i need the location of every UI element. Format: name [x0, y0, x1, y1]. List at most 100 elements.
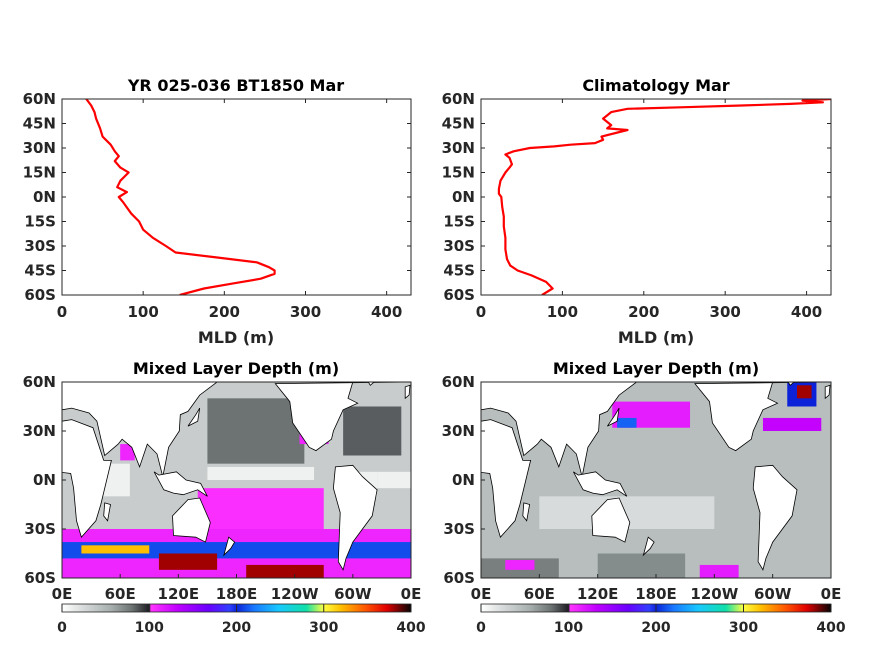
line-series	[497, 99, 831, 295]
heatmap-cell	[120, 444, 135, 461]
continent	[172, 497, 211, 543]
continent	[367, 382, 375, 386]
y-tick-label: 15S	[443, 213, 475, 231]
colorbar-tick-label: 200	[641, 620, 670, 636]
colorbar-tick-label: 300	[729, 620, 758, 636]
continent	[223, 536, 236, 557]
y-tick-label: 30S	[443, 237, 475, 255]
x-tick-label: 180E	[635, 585, 677, 603]
colorbar-tick-label: 400	[396, 620, 425, 636]
y-tick-label: 30N	[442, 139, 475, 157]
x-tick-label: 0	[57, 303, 67, 321]
continent	[642, 536, 655, 557]
y-tick-label: 60S	[24, 286, 56, 304]
heatmap-cell	[207, 466, 315, 480]
x-axis-label: MLD (m)	[198, 328, 274, 347]
heatmap-cell	[597, 553, 686, 578]
continent	[404, 384, 411, 400]
x-tick-label: 120W	[271, 585, 319, 603]
continent	[103, 502, 111, 522]
continent	[787, 382, 795, 386]
heatmap-cell	[796, 385, 812, 399]
x-tick-label: 0E	[821, 585, 842, 603]
colorbar-tick-label: 0	[57, 620, 67, 636]
continent	[607, 407, 620, 427]
heatmap-cell	[505, 560, 535, 570]
heatmap-cell	[617, 417, 637, 428]
x-tick-label: 60W	[754, 585, 792, 603]
x-tick-label: 400	[371, 303, 402, 321]
land-mask	[62, 382, 411, 571]
y-tick-label: 60S	[24, 569, 56, 587]
x-tick-label: 60W	[334, 585, 372, 603]
y-tick-label: 15N	[442, 164, 475, 182]
mld-line	[497, 99, 831, 295]
heatmap-cell	[377, 471, 411, 489]
continent	[332, 464, 378, 571]
continent	[824, 384, 831, 400]
y-tick-label: 45N	[23, 115, 56, 133]
chart-title: Mixed Layer Depth (m)	[553, 359, 759, 378]
chart-title: Mixed Layer Depth (m)	[133, 359, 339, 378]
x-tick-label: 400	[791, 303, 822, 321]
y-tick-label: 60N	[23, 90, 56, 108]
continent	[573, 471, 628, 497]
colorbar: 0 100 200 300 400	[57, 603, 426, 636]
y-tick-label: 0N	[452, 188, 475, 206]
x-tick-label: 180E	[216, 585, 258, 603]
y-tick-label: 30S	[24, 237, 56, 255]
land-mask	[481, 382, 831, 571]
continent	[274, 382, 411, 452]
y-tick-label: 60N	[442, 90, 475, 108]
colorbar-tick-label: 0	[476, 620, 486, 636]
x-tick-label: 60E	[524, 585, 555, 603]
continent	[591, 497, 631, 543]
heatmap-cell	[762, 417, 822, 431]
x-tick-label: 120W	[690, 585, 738, 603]
axes-frame	[61, 98, 412, 296]
x-tick-label: 0	[476, 303, 486, 321]
y-tick-label: 0N	[33, 188, 56, 206]
x-tick-label: 200	[209, 303, 240, 321]
colorbar-tick-label: 400	[816, 620, 845, 636]
y-tick-label: 30N	[23, 422, 56, 440]
x-tick-label: 100	[547, 303, 578, 321]
continent	[187, 407, 201, 427]
x-tick-label: 0E	[401, 585, 422, 603]
y-tick-label: 30S	[443, 520, 475, 538]
x-tick-label: 300	[290, 303, 321, 321]
colorbar-tick-label: 200	[222, 620, 251, 636]
heatmap-cell	[246, 564, 324, 578]
axes-frame	[480, 98, 832, 296]
y-tick-label: 60N	[442, 373, 475, 391]
chart-title: YR 025-036 BT1850 Mar	[127, 76, 344, 95]
y-tick-label: 30N	[23, 139, 56, 157]
continent	[752, 464, 798, 571]
heatmap-cell	[158, 553, 218, 570]
chart-title: Climatology Mar	[582, 76, 729, 95]
x-tick-label: 0E	[52, 585, 73, 603]
continent	[153, 471, 208, 497]
x-axis-label: MLD (m)	[618, 328, 694, 347]
y-tick-label: 60S	[443, 286, 475, 304]
colorbar-tick-label: 100	[135, 620, 164, 636]
y-tick-label: 45S	[24, 262, 56, 280]
heatmap-cell	[197, 488, 324, 529]
mld-line	[85, 99, 276, 295]
y-tick-label: 60S	[443, 569, 475, 587]
continent	[694, 382, 831, 452]
x-tick-label: 120E	[577, 585, 619, 603]
y-tick-label: 60N	[23, 373, 56, 391]
x-tick-label: 0E	[471, 585, 492, 603]
panel-line-climatology: Climatology Mar 60N45N30N15N0N15S30S45S6…	[442, 76, 832, 347]
y-tick-label: 15S	[24, 213, 56, 231]
x-tick-label: 60E	[105, 585, 136, 603]
continent	[481, 419, 532, 539]
colorbar-tick-label: 300	[309, 620, 338, 636]
